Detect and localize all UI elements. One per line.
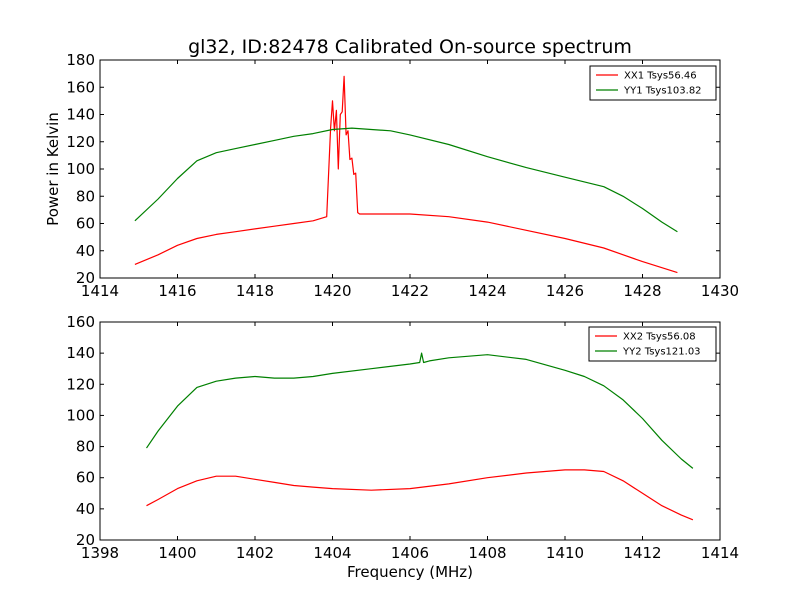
- x-tick-label: 1428: [623, 282, 661, 300]
- legend-entry: XX1 Tsys56.46: [624, 71, 697, 82]
- x-tick-label: 1414: [81, 282, 119, 300]
- x-tick-label: 1422: [391, 282, 429, 300]
- x-tick-label: 1424: [468, 282, 506, 300]
- y-tick-label: 120: [66, 133, 95, 151]
- x-tick-label: 1418: [236, 282, 274, 300]
- legend: XX1 Tsys56.46 YY1 Tsys103.82: [589, 65, 717, 101]
- legend-entry: YY2 Tsys121.03: [622, 347, 701, 358]
- y-axis-label: Power in Kelvin: [44, 112, 62, 226]
- x-axis-label: Frequency (MHz): [347, 563, 473, 581]
- y-tick-label: 60: [76, 469, 95, 487]
- x-tick-label: 1420: [313, 282, 351, 300]
- series-line-xx: [146, 469, 694, 521]
- y-tick-label: 160: [66, 78, 95, 96]
- x-tick-label: 1398: [81, 544, 119, 562]
- x-tick-label: 1404: [313, 544, 351, 562]
- y-tick-label: 20: [76, 269, 95, 287]
- x-tick-label: 1410: [546, 544, 584, 562]
- y-tick-label: 80: [76, 187, 95, 205]
- y-tick-label: 100: [66, 406, 95, 424]
- chart-panel-1: 1414 1416 1418 1420 1422 1424 1426 1428 1430 20 40…: [44, 51, 739, 300]
- series-line-yy: [134, 127, 678, 233]
- chart-panel-2: 1398 1400 1402 1404 1406 1408 1410 1412 1414 20 40…: [66, 313, 739, 581]
- x-tick-label: 1416: [158, 282, 196, 300]
- legend-box: [588, 326, 717, 362]
- x-tick-label: 1400: [158, 544, 196, 562]
- x-tick-label: 1414: [701, 544, 739, 562]
- series-line-xx: [134, 75, 678, 274]
- x-tick-label: 1412: [623, 544, 661, 562]
- x-tick-label: 1408: [468, 544, 506, 562]
- chart-title: gl32, ID:82478 Calibrated On-source spec…: [188, 36, 632, 58]
- y-tick-label: 180: [66, 51, 95, 69]
- series-line-yy: [146, 352, 694, 469]
- x-tick-label: 1430: [701, 282, 739, 300]
- legend-box: [589, 65, 717, 101]
- x-tick-label: 1402: [236, 544, 274, 562]
- y-tick-label: 40: [76, 500, 95, 518]
- legend-entry: YY1 Tsys103.82: [623, 86, 702, 97]
- y-tick-label: 120: [66, 375, 95, 393]
- y-tick-label: 140: [66, 106, 95, 124]
- legend: XX2 Tsys56.08 YY2 Tsys121.03: [588, 326, 717, 362]
- x-tick-label: 1406: [391, 544, 429, 562]
- legend-entry: XX2 Tsys56.08: [623, 332, 696, 343]
- y-tick-label: 60: [76, 215, 95, 233]
- y-tick-label: 160: [66, 313, 95, 331]
- y-tick-label: 100: [66, 160, 95, 178]
- x-tick-label: 1426: [546, 282, 584, 300]
- y-tick-label: 140: [66, 344, 95, 362]
- y-tick-label: 80: [76, 438, 95, 456]
- y-tick-label: 40: [76, 242, 95, 260]
- y-tick-label: 20: [76, 531, 95, 549]
